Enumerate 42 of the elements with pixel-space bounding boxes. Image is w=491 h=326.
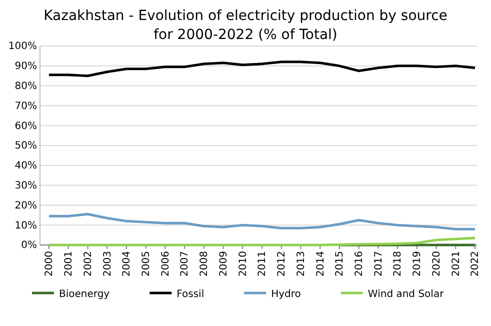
x-tick-label: 2000 xyxy=(44,251,56,276)
x-tick-label: 2015 xyxy=(334,251,346,276)
x-tick-label: 2017 xyxy=(373,251,384,276)
y-tick-label: 80% xyxy=(14,81,37,92)
x-tick-label: 2010 xyxy=(238,251,249,276)
y-tick-label: 20% xyxy=(14,200,37,212)
x-tick-label: 2020 xyxy=(431,251,442,276)
legend-label: Bioenergy xyxy=(59,289,110,300)
y-tick-label: 100% xyxy=(8,41,37,52)
y-tick-label: 10% xyxy=(14,220,37,232)
y-tick-label: 40% xyxy=(14,160,37,172)
x-tick-label: 2009 xyxy=(218,251,230,276)
x-tick-label: 2006 xyxy=(160,251,172,276)
x-tick-label: 2005 xyxy=(141,251,152,276)
y-tick-label: 50% xyxy=(14,140,37,152)
y-tick-label: 60% xyxy=(14,120,37,132)
x-tick-label: 2018 xyxy=(392,251,404,276)
x-tick-label: 2014 xyxy=(315,251,326,276)
x-tick-label: 2013 xyxy=(296,251,307,276)
y-tick-label: 0% xyxy=(21,240,37,252)
x-tick-label: 2007 xyxy=(180,251,191,276)
legend-label: Hydro xyxy=(271,289,301,300)
legend-label: Fossil xyxy=(176,289,204,300)
x-tick-label: 2003 xyxy=(102,251,114,276)
legend-label: Wind and Solar xyxy=(368,289,445,300)
x-tick-label: 2016 xyxy=(354,251,366,276)
x-tick-label: 2004 xyxy=(122,251,133,276)
y-tick-label: 90% xyxy=(14,61,37,72)
x-tick-label: 2012 xyxy=(276,251,288,276)
line-series xyxy=(48,236,476,246)
x-tick-label: 2022 xyxy=(470,251,482,276)
x-tick-label: 2011 xyxy=(257,251,268,276)
x-tick-label: 2001 xyxy=(64,251,75,276)
chart-title: Kazakhstan - Evolution of electricity production by source for 2000-2022 (% of Total) xyxy=(44,8,448,43)
y-tick-label: 70% xyxy=(14,100,37,112)
x-tick-label: 2021 xyxy=(450,251,462,276)
x-tick-label: 2002 xyxy=(82,251,94,276)
y-tick-label: 30% xyxy=(14,180,37,192)
x-tick-label: 2008 xyxy=(199,251,210,276)
line-series xyxy=(48,212,476,230)
line-series xyxy=(48,60,476,78)
x-tick-label: 2019 xyxy=(412,251,424,276)
